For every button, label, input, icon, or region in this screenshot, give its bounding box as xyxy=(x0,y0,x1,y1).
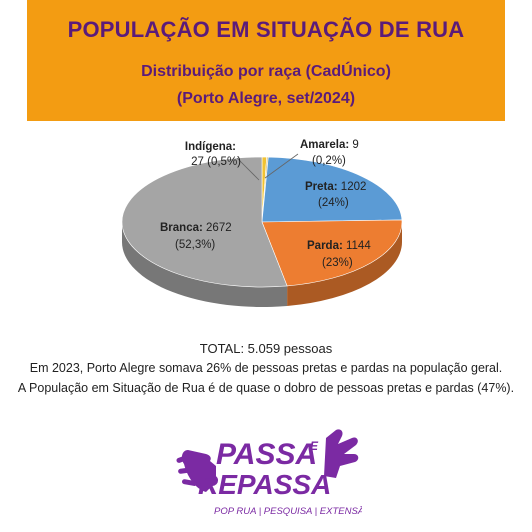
page-title: POPULAÇÃO EM SITUAÇÃO DE RUA xyxy=(67,17,465,42)
logo-connector: E xyxy=(310,439,319,453)
pie-slice-preta xyxy=(261,156,403,223)
label-branca-value: 2672 xyxy=(203,222,232,234)
label-branca-name: Branca: xyxy=(160,222,203,234)
chart-total: TOTAL: 5.059 pessoas xyxy=(199,341,333,356)
logo-tagline: POP RUA | PESQUISA | EXTENSÃO xyxy=(214,506,362,517)
label-indigena-name: Indígena: xyxy=(185,141,236,153)
logo-passa: PASSA xyxy=(216,438,317,471)
label-amarela: Amarela: 9 xyxy=(300,139,359,151)
label-preta-value: 1202 xyxy=(338,181,367,193)
label-branca: Branca: 2672 xyxy=(160,222,232,234)
note-line-2: A População em Situação de Rua é de quas… xyxy=(17,381,515,395)
label-branca-percent: (52,3%) xyxy=(175,239,215,251)
label-preta: Preta: 1202 xyxy=(305,181,366,193)
passa-e-repassa-logo: PASSA E REPASSA POP RUA | PESQUISA | EXT… xyxy=(176,429,362,517)
label-parda-name: Parda: xyxy=(307,240,343,252)
label-amarela-percent: (0,2%) xyxy=(312,155,346,167)
label-parda-value: 1144 xyxy=(343,240,372,252)
header-banner: POPULAÇÃO EM SITUAÇÃO DE RUA Distribuiçã… xyxy=(27,0,505,121)
label-indigena: Indígena: xyxy=(185,141,236,153)
label-preta-percent: (24%) xyxy=(318,197,349,209)
label-indigena-value: 27 (0,5%) xyxy=(191,156,241,168)
note-line-1: Em 2023, Porto Alegre somava 26% de pess… xyxy=(29,361,503,375)
label-amarela-name: Amarela: xyxy=(300,139,349,151)
label-preta-name: Preta: xyxy=(305,181,338,193)
page-subtitle-date: (Porto Alegre, set/2024) xyxy=(176,90,356,107)
pie-side-parda xyxy=(287,222,402,306)
label-parda: Parda: 1144 xyxy=(307,240,371,252)
leader-line-amarela xyxy=(264,153,299,179)
label-amarela-value: 9 xyxy=(349,139,359,151)
pie-side-branca xyxy=(122,222,288,307)
pie-chart: Indígena: 27 (0,5%) Amarela: 9 (0,2%) Pr… xyxy=(121,139,403,307)
pie-slice-branca xyxy=(121,156,288,288)
logo-repassa: REPASSA xyxy=(198,469,331,500)
leader-line-indigena xyxy=(236,157,260,181)
pie-slice-parda xyxy=(261,219,403,287)
logo-hands-icon xyxy=(176,429,359,492)
page-subtitle: Distribuição por raça (CadÚnico) xyxy=(141,63,391,80)
label-parda-percent: (23%) xyxy=(322,257,353,269)
